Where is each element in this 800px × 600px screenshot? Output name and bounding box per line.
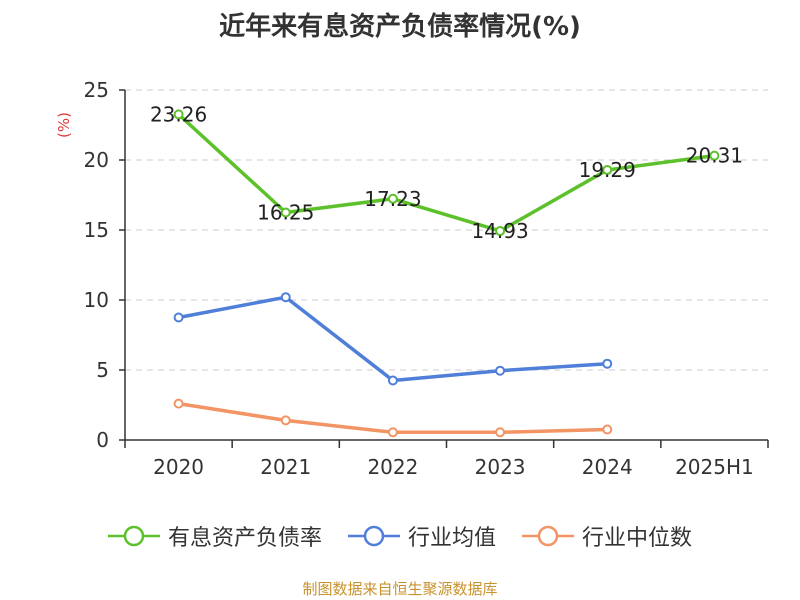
legend-label: 行业均值 — [407, 526, 496, 551]
data-label: 20.31 — [686, 144, 743, 168]
data-point — [387, 427, 398, 438]
data-point — [173, 312, 184, 323]
legend-circle — [363, 525, 385, 547]
data-point — [602, 358, 613, 369]
x-tick-label: 2020 — [153, 455, 204, 479]
data-point — [602, 424, 613, 435]
grid-lines — [125, 89, 768, 371]
data-label: 16.25 — [257, 201, 314, 225]
y-tick-label: 20 — [84, 148, 109, 172]
y-tick-label: 15 — [84, 218, 109, 242]
legend-item: 行业中位数 — [522, 520, 692, 552]
data-labels: 23.26 16.25 17.23 14.93 19.29 20.31 — [150, 102, 743, 243]
y-tick-label: 10 — [84, 288, 109, 312]
x-tick-label: 2022 — [367, 455, 418, 479]
x-tick-label: 2025H1 — [675, 455, 754, 479]
data-point — [280, 415, 291, 426]
legend-marker — [107, 525, 160, 547]
data-point — [280, 292, 291, 303]
legend-item: 行业均值 — [347, 520, 496, 552]
legend-item: 有息资产负债率 — [107, 520, 322, 552]
legend-marker — [347, 525, 400, 547]
axes: 0 5 10 15 20 25 2020 2021 2022 2023 2024 2025H1 — [84, 78, 769, 479]
y-tick-label: 25 — [84, 78, 109, 102]
source-note: 制图数据来自恒生聚源数据库 — [302, 580, 498, 598]
data-point — [173, 398, 184, 409]
data-point — [709, 150, 720, 161]
data-point — [387, 193, 398, 204]
legend-circle — [123, 525, 145, 547]
data-point — [387, 375, 398, 386]
data-label: 14.93 — [471, 219, 528, 243]
data-point — [280, 207, 291, 218]
x-tick-label: 2021 — [260, 455, 311, 479]
legend: 有息资产负债率 行业均值 行业中位数 — [0, 520, 800, 552]
data-label: 19.29 — [579, 158, 636, 182]
y-axis-unit-label: (%) — [55, 112, 73, 138]
series — [173, 109, 720, 438]
data-point — [602, 164, 613, 175]
data-point — [173, 109, 184, 120]
x-tick-label: 2023 — [475, 455, 526, 479]
series-line — [178, 295, 608, 383]
legend-label: 有息资产负债率 — [167, 526, 322, 551]
data-label: 17.23 — [364, 187, 421, 211]
legend-circle — [537, 525, 559, 547]
legend-marker — [522, 525, 574, 547]
legend-label: 行业中位数 — [582, 526, 693, 551]
data-point — [495, 225, 506, 236]
series-line — [177, 113, 715, 233]
data-point — [495, 427, 506, 438]
chart-title: 近年来有息资产负债率情况(%) — [219, 12, 581, 42]
data-point — [495, 365, 506, 376]
data-label: 23.26 — [150, 102, 207, 126]
y-tick-label: 5 — [96, 358, 109, 382]
x-tick-label: 2024 — [582, 455, 633, 479]
y-tick-label: 0 — [96, 428, 109, 452]
